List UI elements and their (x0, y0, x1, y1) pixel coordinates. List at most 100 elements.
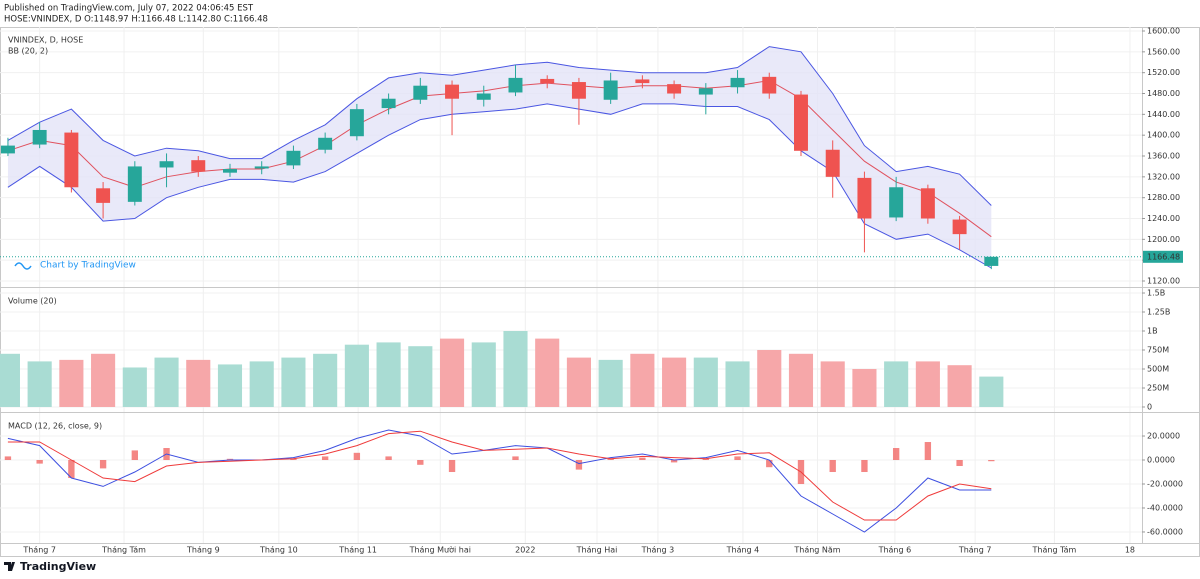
published-line: Published on TradingView.com, July 07, 2… (4, 4, 254, 14)
y-tick-label: 500M (1147, 364, 1169, 373)
histogram-bar (321, 456, 329, 461)
volume-bar (757, 350, 782, 407)
volume-bar (535, 338, 560, 407)
macd-line (7, 429, 992, 533)
candle-body (159, 161, 174, 168)
y-tick-label: 750M (1147, 346, 1169, 355)
candle-body (667, 84, 682, 94)
volume-bar (915, 361, 940, 407)
y-tick-label: 1120.00 (1147, 277, 1180, 286)
x-tick-label: Tháng 3 (641, 546, 675, 555)
candle-body (381, 98, 396, 109)
candle-body (603, 80, 618, 100)
x-tick-label: Tháng Tám (101, 546, 146, 555)
histogram-bar (639, 457, 646, 461)
candle-body (0, 145, 15, 154)
y-tick-label: 1560.00 (1147, 47, 1180, 56)
band-upper (7, 46, 992, 206)
y-tick-label: 0.0000 (1147, 456, 1175, 465)
candle-body (349, 109, 364, 137)
histogram-bar (670, 460, 678, 463)
candle-body (540, 78, 555, 84)
y-tick-label: 1520.00 (1147, 68, 1180, 77)
candle-body (825, 149, 840, 177)
candle-body (698, 88, 713, 95)
x-tick-label: Tháng Mười hai (409, 545, 471, 555)
x-tick-label: 2022 (515, 546, 535, 555)
candle-body (984, 256, 999, 266)
histogram-bar (892, 448, 900, 461)
brand-logo (4, 562, 15, 571)
watermark-icon (14, 262, 32, 270)
volume-bar (186, 359, 211, 407)
volume-bar (630, 353, 655, 407)
candle-body (730, 77, 745, 88)
candle-body (318, 137, 333, 150)
volume-bar (0, 353, 20, 407)
volume-bar (344, 344, 369, 407)
candle-body (254, 166, 269, 169)
y-tick-label: 1280.00 (1147, 193, 1180, 202)
volume-bar (91, 353, 116, 407)
x-tick-label: Tháng Hai (576, 546, 618, 555)
histogram-bar (290, 458, 297, 461)
candle-body (445, 84, 460, 99)
x-tick-label: Tháng 4 (726, 546, 760, 555)
candle-body (857, 177, 872, 219)
candle-body (286, 150, 301, 166)
volume-bar (503, 331, 528, 407)
y-tick-label: -40.0000 (1147, 503, 1183, 512)
y-tick-label: 1.5B (1147, 289, 1165, 298)
pane-subtitle: BB (20, 2) (8, 47, 48, 56)
histogram-bar (734, 456, 741, 461)
y-tick-label: 1600.00 (1147, 27, 1180, 36)
volume-bar (788, 353, 814, 407)
volume-bar (376, 342, 401, 407)
histogram-bar (829, 460, 836, 473)
volume-bar (693, 357, 718, 407)
brand-text: TradingView (20, 560, 96, 573)
histogram-bar (607, 458, 614, 461)
volume-bar (27, 361, 52, 407)
y-tick-label: 1480.00 (1147, 89, 1180, 98)
volume-bar (979, 376, 1004, 407)
candle-body (920, 188, 935, 219)
volume-bar (598, 359, 623, 407)
candle-body (191, 160, 206, 172)
pane-title: MACD (12, 26, close, 9) (8, 422, 102, 431)
volume-bar (281, 357, 306, 407)
plot-layer: 1120.001160.001200.001240.001280.001320.… (0, 27, 1183, 555)
candle-body (476, 93, 491, 100)
histogram-bar (131, 450, 138, 461)
candle-body (127, 166, 142, 202)
candle-body (223, 169, 237, 173)
volume-bar (820, 361, 845, 407)
pane-title: VNINDEX, D, HOSE (8, 36, 83, 45)
volume-bar (408, 346, 433, 407)
volume-bar (725, 361, 750, 407)
volume-bar (313, 353, 338, 407)
volume-bar (439, 338, 465, 407)
y-tick-label: -60.0000 (1147, 527, 1183, 536)
volume-bar (471, 342, 496, 407)
candle-body (952, 219, 967, 235)
y-tick-label: 1320.00 (1147, 172, 1180, 181)
x-tick-label: Tháng 7 (22, 546, 56, 555)
volume-bar (566, 357, 591, 407)
quote-line: HOSE:VNINDEX, D O:1148.97 H:1166.48 L:11… (4, 15, 268, 25)
band-middle (7, 79, 992, 238)
last-price-label: 1166.48 (1147, 252, 1180, 261)
volume-bar (59, 359, 84, 407)
histogram-bar (924, 442, 932, 461)
y-tick-label: 1240.00 (1147, 214, 1180, 223)
histogram-bar (575, 460, 583, 470)
y-tick-label: -20.0000 (1147, 479, 1183, 488)
macd-line (7, 430, 992, 521)
x-tick-label: Tháng 9 (186, 546, 220, 555)
y-tick-label: 1400.00 (1147, 131, 1180, 140)
watermark: Chart by TradingView (14, 261, 136, 271)
candle-body (508, 77, 523, 93)
y-tick-label: 1200.00 (1147, 235, 1180, 244)
last-price-box (1143, 250, 1183, 263)
